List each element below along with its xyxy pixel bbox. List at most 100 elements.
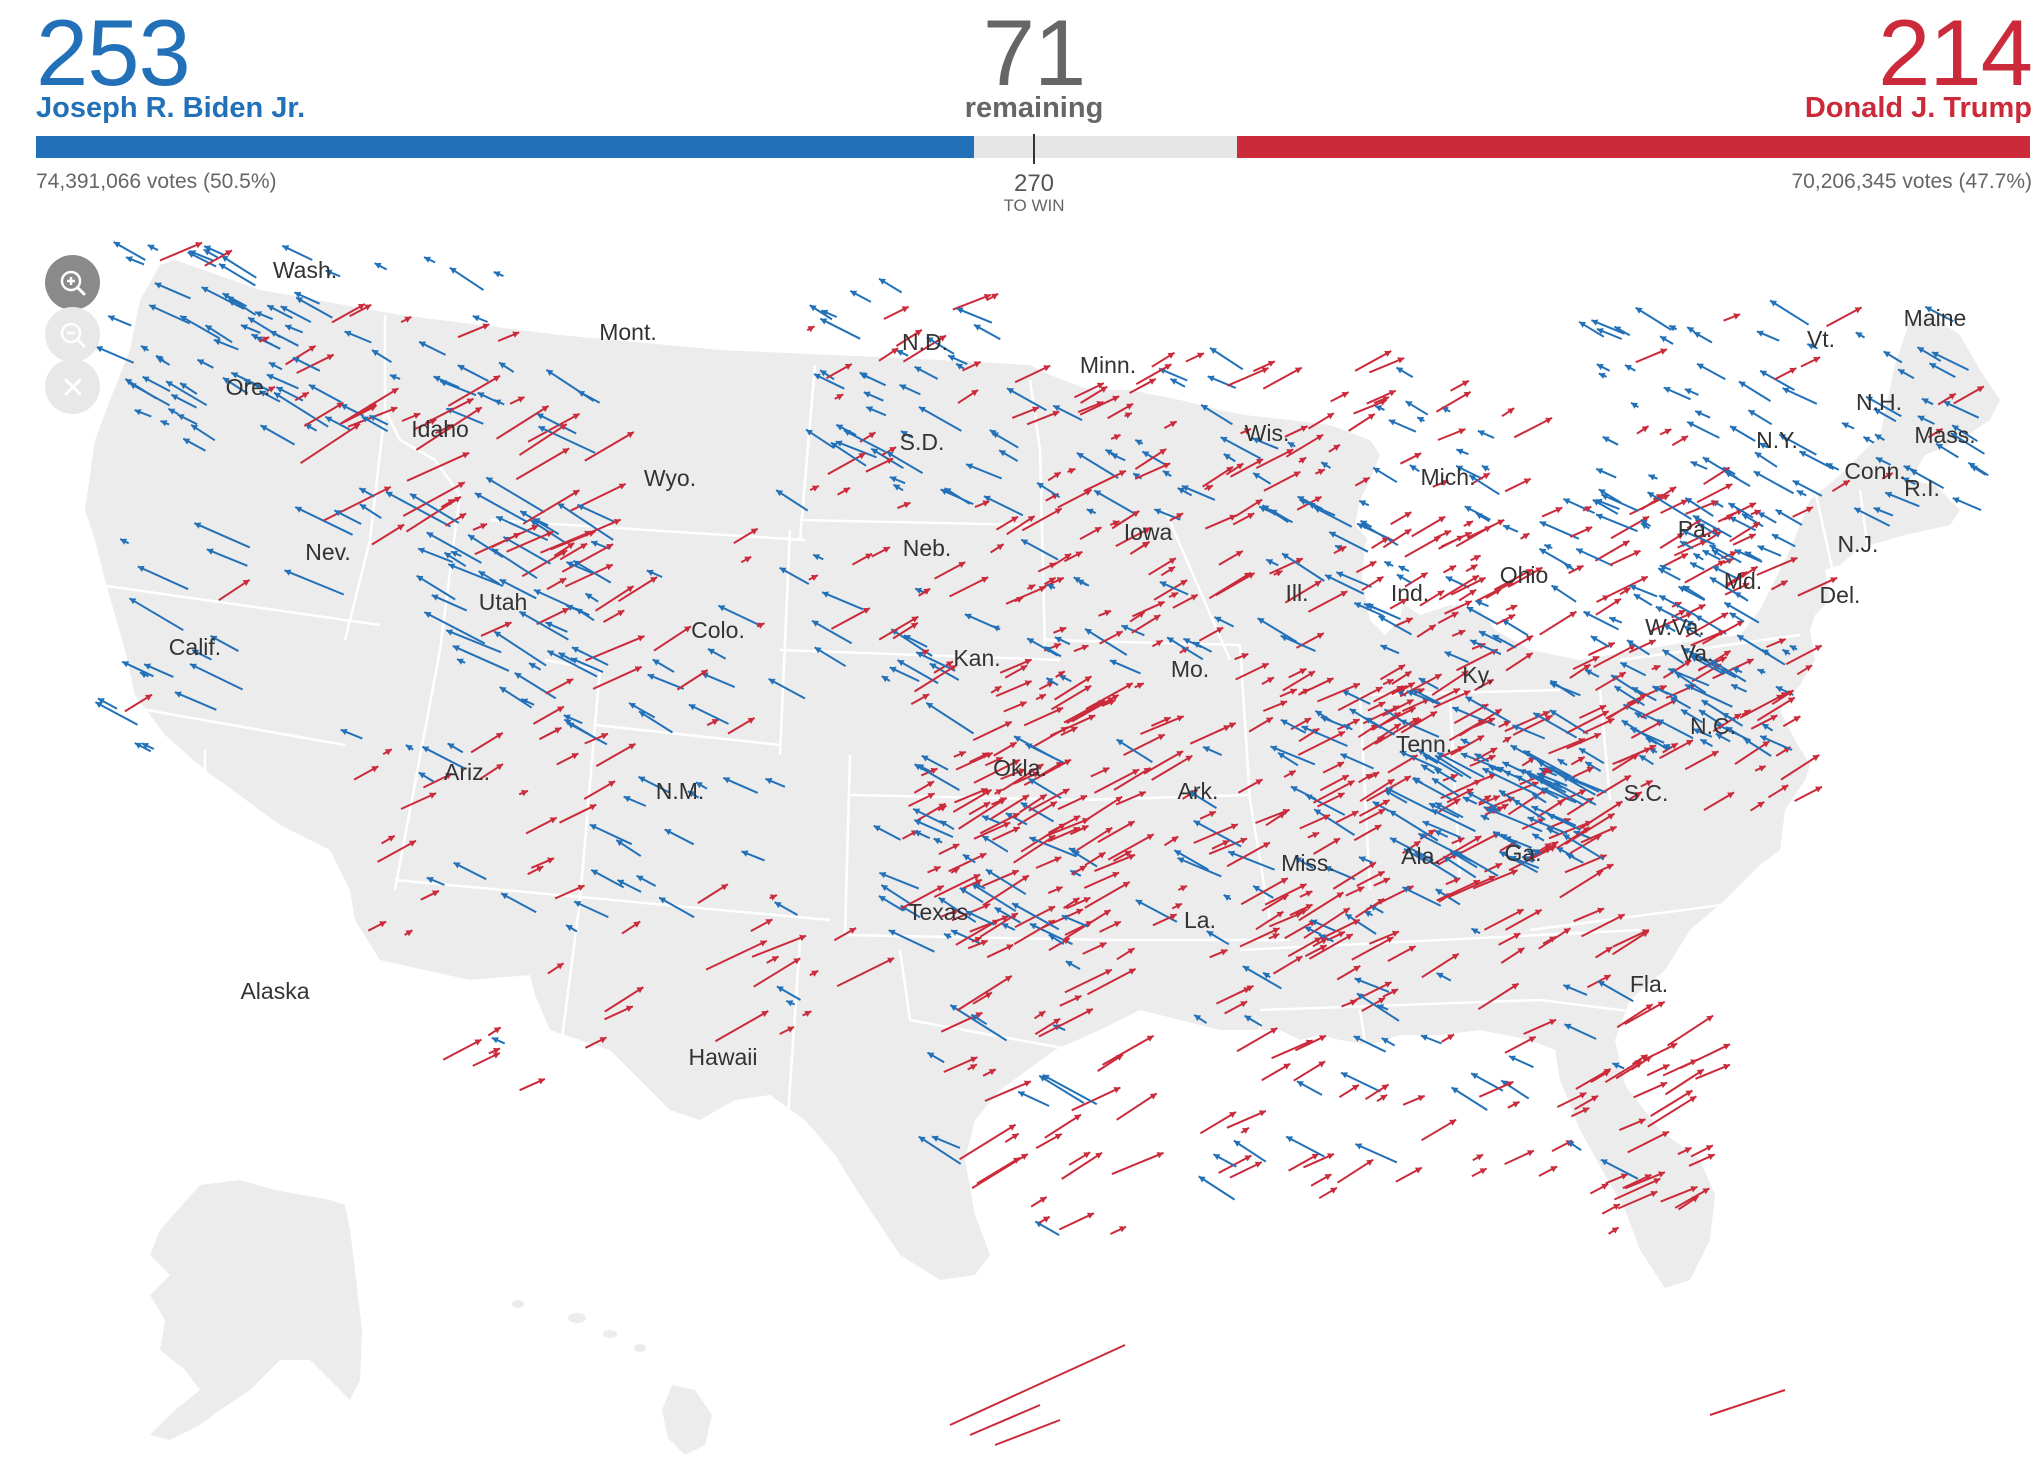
shift-arrow-head (873, 825, 881, 832)
shift-arrow-head (504, 621, 512, 628)
shift-arrow-head (1404, 671, 1412, 678)
shift-arrow-head (1705, 1145, 1713, 1152)
shift-arrow (1513, 417, 1553, 439)
remaining-electoral-votes: 71 (982, 0, 1087, 105)
shift-arrow-head (1162, 470, 1170, 477)
shift-arrow-head (1532, 833, 1540, 840)
shift-arrow-head (1475, 513, 1483, 520)
border-calif-nev (203, 750, 361, 971)
shift-arrow-head (1501, 804, 1509, 811)
shift-arrow-head (1451, 1087, 1459, 1094)
state-label-wash: Wash. (273, 257, 337, 283)
shift-arrow-head (860, 373, 868, 380)
shift-arrow-head (334, 510, 342, 517)
shift-arrow-head (1436, 972, 1444, 979)
shift-arrow-head (1614, 686, 1622, 693)
shift-arrow-head (1246, 985, 1254, 992)
state-label-nm: N.M. (656, 778, 705, 804)
shift-arrow-head (301, 392, 309, 399)
zoom-out-button[interactable] (45, 307, 100, 362)
shift-arrow-head (1437, 752, 1445, 759)
shift-arrow (918, 1135, 962, 1165)
shift-arrow-head (879, 872, 887, 879)
shift-arrow-head (391, 388, 399, 395)
shift-arrow-head (652, 659, 660, 666)
shift-arrow-head (1164, 364, 1172, 371)
shift-arrow-head (776, 986, 784, 993)
shift-arrow-head (1874, 434, 1882, 441)
shift-arrow-head (585, 593, 593, 600)
border-4corners-lat (394, 878, 831, 922)
shift-arrow-head (1169, 913, 1177, 920)
shift-arrow-head (1404, 529, 1412, 536)
shift-arrow-head (1635, 307, 1643, 314)
shift-arrow (206, 548, 248, 567)
state-label-mass: Mass. (1914, 422, 1975, 448)
shift-arrow (1220, 436, 1262, 460)
shift-arrow (1690, 655, 1725, 675)
shift-arrow-head (983, 495, 991, 502)
zoom-in-button[interactable] (45, 255, 100, 310)
shift-arrow-head (1579, 321, 1586, 328)
border-ga-fla (1394, 1198, 1621, 1212)
shift-arrow-head (274, 392, 281, 399)
shift-arrow-head (1585, 669, 1593, 676)
shift-arrow-head (1124, 851, 1132, 857)
map-container[interactable]: Wash. Ore. Idaho Mont. N.D. Minn. Calif. Nev. Ut… (0, 240, 2036, 1476)
shift-arrow-head (866, 406, 874, 413)
shift-arrow-head (913, 808, 921, 815)
shift-arrow (1198, 1175, 1236, 1201)
shift-arrow (1111, 1151, 1164, 1176)
shift-arrow-head (1748, 533, 1756, 540)
shift-arrow-head (1103, 910, 1111, 917)
shift-arrow (1526, 772, 1585, 807)
shift-arrow (1734, 740, 1770, 765)
shift-arrow-head (445, 773, 453, 780)
shift-arrow-head (1084, 676, 1092, 683)
shift-arrow-head (1548, 766, 1556, 773)
shift-arrow (1633, 1081, 1668, 1099)
shift-arrow (491, 547, 538, 580)
border-mass (1839, 613, 1961, 637)
shift-arrow-head (1146, 1035, 1154, 1042)
state-label-hawaii: Hawaii (688, 1044, 757, 1070)
shift-arrow-head (1038, 1011, 1046, 1018)
shift-arrow-head (1490, 748, 1498, 754)
shift-arrow-head (1021, 875, 1029, 882)
shift-arrow-head (1122, 882, 1130, 888)
shift-arrow-head (1743, 738, 1751, 745)
shift-arrow (969, 1404, 1041, 1436)
shift-arrow (1481, 767, 1538, 796)
shift-arrow-head (927, 1052, 935, 1059)
border-colo-kan (843, 754, 852, 936)
shift-arrow-head (530, 520, 538, 527)
state-label-vt: Vt. (1807, 326, 1835, 352)
shift-arrow-head (1706, 1015, 1714, 1022)
shift-arrow-head (1235, 551, 1243, 557)
shift-arrow-head (810, 575, 818, 581)
shift-arrow-head (1564, 1023, 1572, 1030)
shift-arrow-head (285, 324, 292, 331)
reset-button[interactable] (45, 359, 100, 414)
shift-arrow-head (1001, 923, 1009, 930)
shift-arrow (1509, 566, 1543, 587)
shift-arrow-head (570, 657, 578, 664)
shift-arrow (1226, 1109, 1267, 1129)
shift-arrow-head (1653, 664, 1661, 672)
shift-arrow-head (1340, 753, 1348, 760)
shift-arrow-head (1483, 795, 1491, 802)
shift-arrow-head (1097, 700, 1105, 707)
shift-arrow (1143, 750, 1184, 775)
shift-arrow-head (1702, 1188, 1710, 1195)
shift-arrow-head (1201, 404, 1209, 411)
shift-arrow-head (108, 315, 116, 322)
shift-arrow-head (1435, 755, 1443, 762)
shift-arrow-head (1039, 794, 1047, 801)
shift-arrow (447, 374, 501, 407)
shift-arrow-head (1758, 765, 1766, 772)
shift-arrow-head (1287, 442, 1295, 449)
shift-arrow-head (1434, 830, 1442, 837)
shift-arrow (339, 387, 399, 425)
shift-arrow-head (1008, 1124, 1016, 1131)
